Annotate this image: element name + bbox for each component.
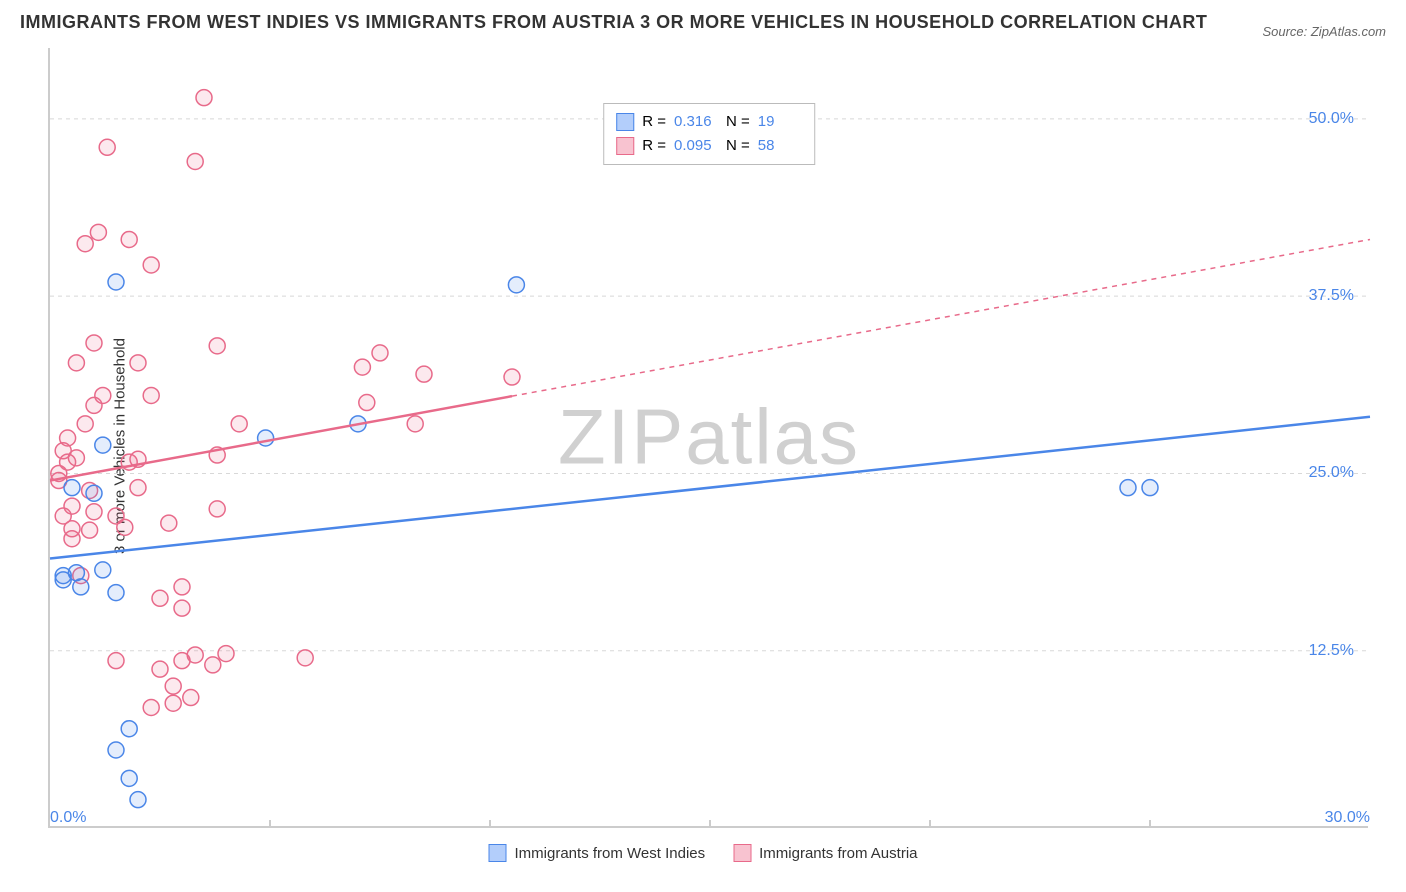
legend-row-austria: R = 0.095 N = 58 bbox=[616, 134, 802, 158]
x-tick-label: 30.0% bbox=[1325, 809, 1370, 827]
source-attribution: Source: ZipAtlas.com bbox=[1262, 24, 1386, 39]
swatch-austria bbox=[616, 137, 634, 155]
series-label: Immigrants from Austria bbox=[759, 845, 917, 862]
series-legend: Immigrants from West Indies Immigrants f… bbox=[489, 844, 918, 862]
legend-n-label: N = bbox=[726, 110, 750, 134]
trendline-west_indies bbox=[50, 417, 1370, 559]
trendline-extrapolated-austria bbox=[512, 239, 1370, 396]
swatch-austria bbox=[733, 844, 751, 862]
series-legend-austria: Immigrants from Austria bbox=[733, 844, 917, 862]
x-tick-label: 0.0% bbox=[50, 809, 86, 827]
legend-r-label: R = bbox=[642, 110, 666, 134]
legend-r-value-austria: 0.095 bbox=[674, 134, 718, 158]
chart-title: IMMIGRANTS FROM WEST INDIES VS IMMIGRANT… bbox=[20, 12, 1207, 33]
legend-r-label: R = bbox=[642, 134, 666, 158]
y-tick-label: 37.5% bbox=[1309, 287, 1354, 305]
legend-n-value-austria: 58 bbox=[758, 134, 802, 158]
swatch-west-indies bbox=[489, 844, 507, 862]
plot-area: ZIPatlas 12.5%25.0%37.5%50.0% 0.0%30.0% … bbox=[48, 48, 1368, 828]
series-label: Immigrants from West Indies bbox=[515, 845, 706, 862]
y-tick-label: 12.5% bbox=[1309, 642, 1354, 660]
legend-n-value-west-indies: 19 bbox=[758, 110, 802, 134]
legend-r-value-west-indies: 0.316 bbox=[674, 110, 718, 134]
y-tick-label: 25.0% bbox=[1309, 464, 1354, 482]
legend-n-label: N = bbox=[726, 134, 750, 158]
correlation-legend: R = 0.316 N = 19 R = 0.095 N = 58 bbox=[603, 103, 815, 165]
legend-row-west-indies: R = 0.316 N = 19 bbox=[616, 110, 802, 134]
trendline-austria bbox=[50, 396, 512, 480]
swatch-west-indies bbox=[616, 113, 634, 131]
series-legend-west-indies: Immigrants from West Indies bbox=[489, 844, 706, 862]
y-tick-label: 50.0% bbox=[1309, 110, 1354, 128]
